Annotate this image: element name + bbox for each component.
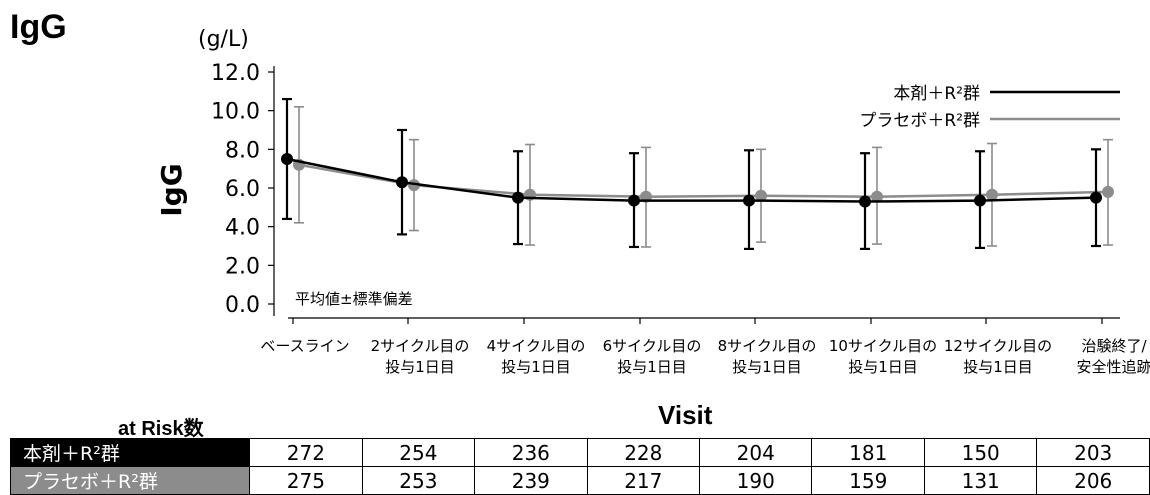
risk-cell: 131 xyxy=(923,466,1038,495)
data-point xyxy=(281,153,293,165)
risk-cell: 190 xyxy=(699,466,813,495)
data-point xyxy=(974,194,986,207)
data-point xyxy=(628,194,640,207)
risk-row-label: 本剤＋R²群 xyxy=(9,438,251,467)
risk-cell: 217 xyxy=(586,466,701,495)
risk-cell: 236 xyxy=(474,438,588,467)
risk-row-drug: 本剤＋R²群 272 254 236 228 204 181 150 203 xyxy=(9,438,1150,467)
risk-cell: 272 xyxy=(249,438,363,467)
data-point xyxy=(1102,185,1114,198)
data-point xyxy=(743,194,755,207)
data-point xyxy=(871,190,883,203)
y-tick-label: 10.0 xyxy=(211,100,260,125)
legend-label: 本剤＋R²群 xyxy=(893,84,980,104)
risk-cell: 228 xyxy=(586,438,701,467)
data-point xyxy=(396,176,408,189)
risk-table-title: at Risk数 xyxy=(118,418,204,440)
data-point xyxy=(1090,191,1102,204)
data-point xyxy=(512,191,524,204)
x-tick-label: 4サイクル目の xyxy=(487,337,586,355)
risk-cell: 254 xyxy=(361,438,476,467)
at-risk-table: 本剤＋R²群 272 254 236 228 204 181 150 203 プ… xyxy=(9,438,1150,495)
risk-row-placebo: プラセボ＋R²群 275 253 239 217 190 159 131 206 xyxy=(9,466,1150,495)
x-tick-label: 投与1日目 xyxy=(617,358,687,376)
x-tick-label: 投与1日目 xyxy=(501,358,571,376)
y-tick-label: 8.0 xyxy=(225,138,260,163)
y-tick-label: 0.0 xyxy=(225,293,260,318)
y-tick-label: 6.0 xyxy=(225,177,260,202)
x-tick-label: 投与1日目 xyxy=(385,358,455,376)
data-point xyxy=(408,179,420,192)
page-title: IgG xyxy=(10,8,67,46)
risk-cell: 204 xyxy=(699,438,813,467)
data-point xyxy=(859,195,871,208)
risk-cell: 150 xyxy=(923,438,1038,467)
x-tick-label: 安全性追跡 xyxy=(1076,358,1150,376)
y-unit-label: (g/L) xyxy=(198,27,249,52)
risk-cell: 181 xyxy=(811,438,925,467)
risk-cell: 239 xyxy=(474,466,588,495)
x-tick-label: 投与1日目 xyxy=(848,358,918,376)
x-axis-title: Visit xyxy=(658,400,713,430)
y-tick-label: 2.0 xyxy=(225,254,260,279)
x-tick-label: 投与1日目 xyxy=(732,358,802,376)
risk-cell: 206 xyxy=(1036,466,1150,495)
x-tick-label: 8サイクル目の xyxy=(718,337,817,355)
series-line xyxy=(286,157,1097,203)
data-point xyxy=(986,188,998,201)
y-tick-label: 12.0 xyxy=(211,61,260,86)
x-tick-label: 6サイクル目の xyxy=(603,337,702,355)
x-tick-label: 10サイクル目の xyxy=(829,337,937,355)
x-tick-label: 2サイクル目の xyxy=(371,337,470,355)
annotation-mean-sd: 平均値±標準偏差 xyxy=(295,290,413,308)
risk-cell: 275 xyxy=(249,466,363,495)
x-tick-label: 投与1日目 xyxy=(963,358,1033,376)
risk-cell: 203 xyxy=(1036,438,1150,467)
data-point xyxy=(755,189,767,202)
x-tick-label: 12サイクル目の xyxy=(944,337,1052,355)
y-axis-title: IgG xyxy=(155,163,188,216)
legend-label: プラセボ＋R²群 xyxy=(859,111,980,131)
risk-cell: 159 xyxy=(811,466,925,495)
risk-row-label: プラセボ＋R²群 xyxy=(9,466,251,495)
chart-area: 0.0 2.0 4.0 6.0 8.0 10.0 12.0 (g/L) IgG ベースライン 2サイ… xyxy=(155,27,1150,376)
x-tick-label: ベースライン xyxy=(260,337,349,355)
x-tick-label: 治験終了/ xyxy=(1081,337,1147,355)
risk-cell: 253 xyxy=(361,466,476,495)
series-line xyxy=(298,163,1109,198)
y-tick-label: 4.0 xyxy=(225,216,260,241)
